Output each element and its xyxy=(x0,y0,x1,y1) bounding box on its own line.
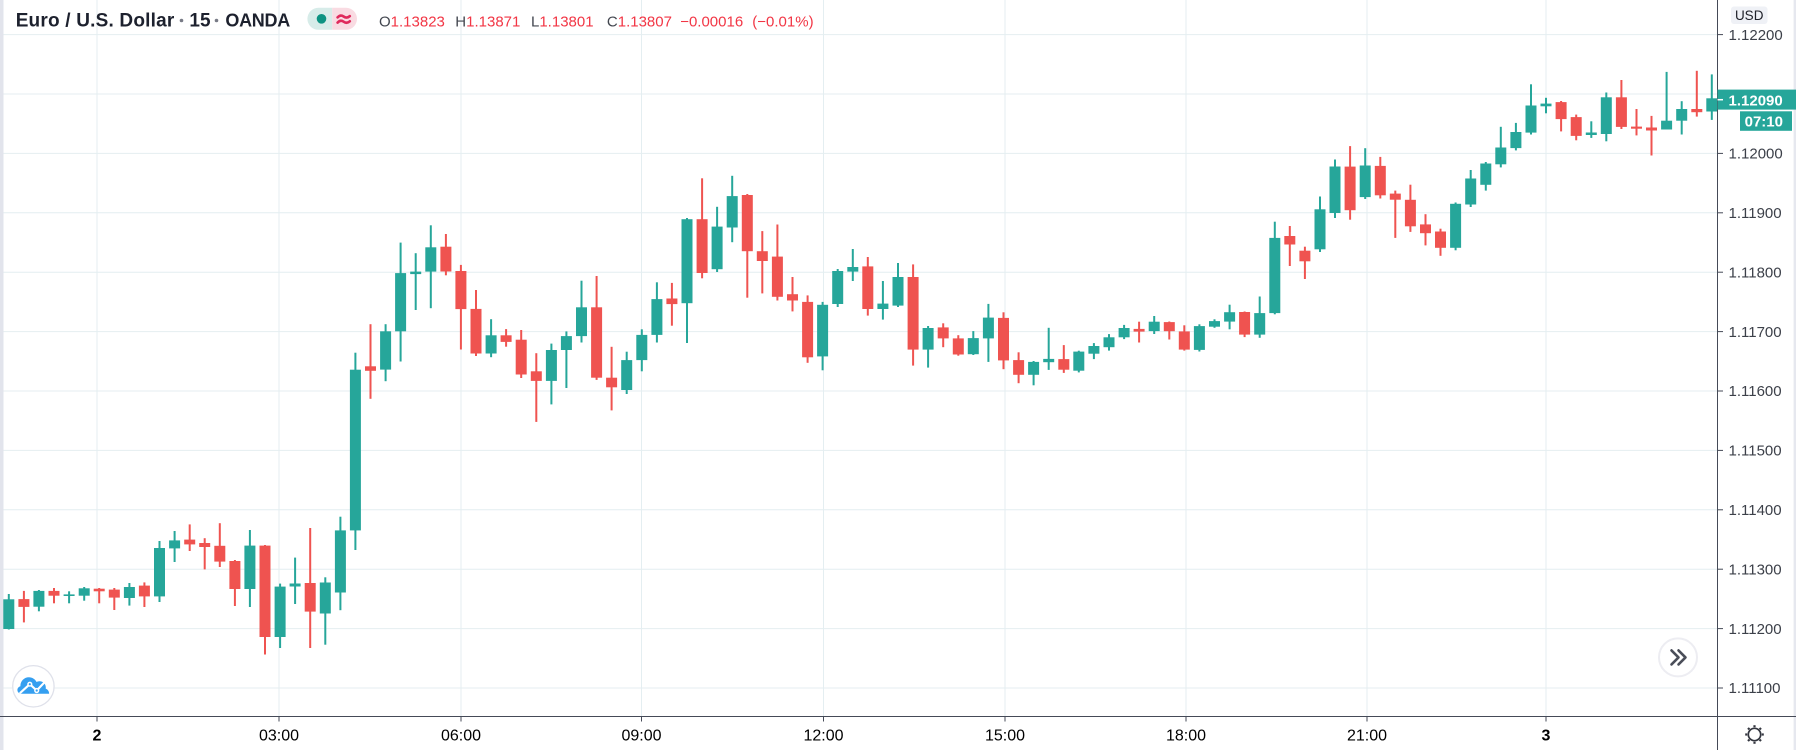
svg-text:H1.13871: H1.13871 xyxy=(455,14,520,31)
svg-text:1.11600: 1.11600 xyxy=(1729,383,1782,400)
svg-text:18:00: 18:00 xyxy=(1166,728,1206,745)
svg-text:06:00: 06:00 xyxy=(441,728,481,745)
svg-text:−0.00016: −0.00016 xyxy=(680,14,743,31)
svg-text:03:00: 03:00 xyxy=(259,728,299,745)
svg-text:1.12000: 1.12000 xyxy=(1729,146,1783,163)
svg-text:21:00: 21:00 xyxy=(1347,728,1387,745)
svg-text:1.11200: 1.11200 xyxy=(1729,621,1782,638)
svg-text:OANDA: OANDA xyxy=(225,10,290,30)
svg-text:1.11300: 1.11300 xyxy=(1729,561,1782,578)
svg-text:12:00: 12:00 xyxy=(803,728,843,745)
svg-text:1.11400: 1.11400 xyxy=(1729,502,1782,519)
svg-text:15:00: 15:00 xyxy=(985,728,1025,745)
svg-text:1.11100: 1.11100 xyxy=(1729,680,1781,697)
svg-text:07:10: 07:10 xyxy=(1745,113,1783,130)
svg-text:15: 15 xyxy=(189,10,211,31)
svg-text:1.11700: 1.11700 xyxy=(1729,324,1782,341)
svg-text:C1.13807: C1.13807 xyxy=(607,14,672,31)
svg-text:1.12200: 1.12200 xyxy=(1729,27,1783,44)
svg-text:1.11900: 1.11900 xyxy=(1729,205,1782,222)
svg-text:3: 3 xyxy=(1542,728,1551,745)
svg-text:Euro / U.S. Dollar: Euro / U.S. Dollar xyxy=(16,10,175,31)
svg-text:1.11800: 1.11800 xyxy=(1729,264,1782,281)
svg-text:1.12090: 1.12090 xyxy=(1729,92,1783,109)
svg-text:1.11500: 1.11500 xyxy=(1729,443,1782,460)
svg-text:2: 2 xyxy=(93,728,102,745)
svg-text:USD: USD xyxy=(1735,8,1764,23)
svg-text:O1.13823: O1.13823 xyxy=(379,14,445,31)
svg-text:09:00: 09:00 xyxy=(621,728,661,745)
svg-text:(−0.01%): (−0.01%) xyxy=(752,14,813,31)
svg-text:L1.13801: L1.13801 xyxy=(531,14,594,31)
